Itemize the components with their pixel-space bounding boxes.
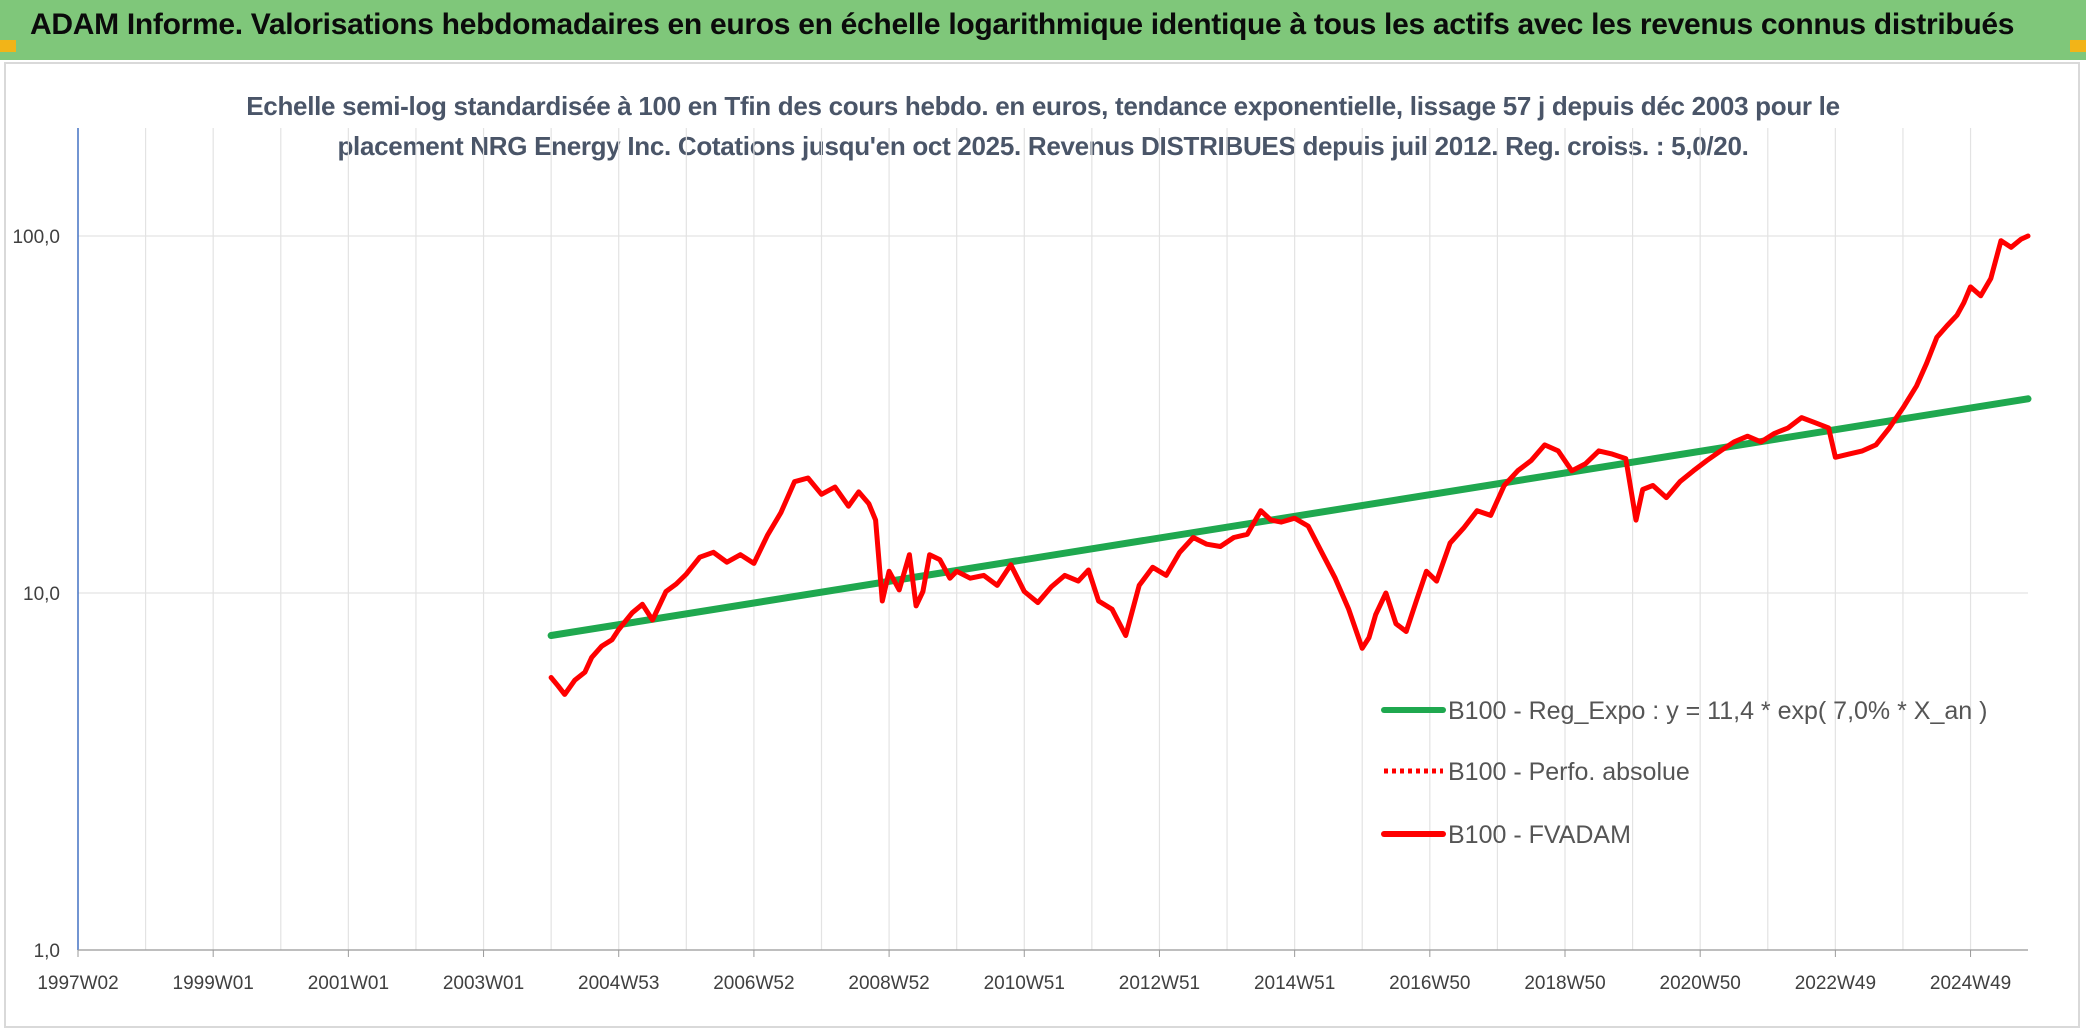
legend-label: B100 - Reg_Expo : y = 11,4 * exp( 7,0% *…	[1448, 697, 1987, 725]
chart-frame	[4, 62, 2080, 1028]
x-tick-label: 2001W01	[308, 973, 389, 994]
x-tick-label: 2004W53	[578, 973, 659, 994]
x-tick-label: 1997W02	[37, 973, 118, 994]
x-tick-label: 2008W52	[848, 973, 929, 994]
x-tick-label: 2018W50	[1524, 973, 1605, 994]
x-tick-label: 2014W51	[1254, 973, 1335, 994]
fvadam-line	[548, 233, 2031, 697]
corner-marker-top-right	[2070, 40, 2086, 52]
y-tick-label: 100,0	[12, 227, 60, 248]
y-tick-label: 10,0	[23, 584, 60, 605]
chart-title: Echelle semi-log standardisée à 100 en T…	[0, 86, 2086, 166]
x-tick-label: 2016W50	[1389, 973, 1470, 994]
x-tick-label: 2022W49	[1795, 973, 1876, 994]
y-tick-label: 1,0	[34, 941, 60, 962]
report-banner: ADAM Informe. Valorisations hebdomadaire…	[0, 0, 2086, 60]
x-tick-label: 1999W01	[173, 973, 254, 994]
report-title: ADAM Informe. Valorisations hebdomadaire…	[30, 8, 2015, 41]
legend-label: B100 - Perfo. absolue	[1448, 758, 1690, 786]
x-tick-label: 2024W49	[1930, 973, 2011, 994]
x-tick-label: 2010W51	[984, 973, 1065, 994]
corner-marker-top-left	[0, 40, 16, 52]
x-tick-label: 2012W51	[1119, 973, 1200, 994]
x-tick-label: 2006W52	[713, 973, 794, 994]
chart-title-line-1: Echelle semi-log standardisée à 100 en T…	[246, 91, 1840, 121]
x-tick-label: 2020W50	[1660, 973, 1741, 994]
x-tick-label: 2003W01	[443, 973, 524, 994]
chart-title-line-2: placement NRG Energy Inc. Cotations jusq…	[337, 131, 1749, 161]
legend-label: B100 - FVADAM	[1448, 821, 1631, 849]
